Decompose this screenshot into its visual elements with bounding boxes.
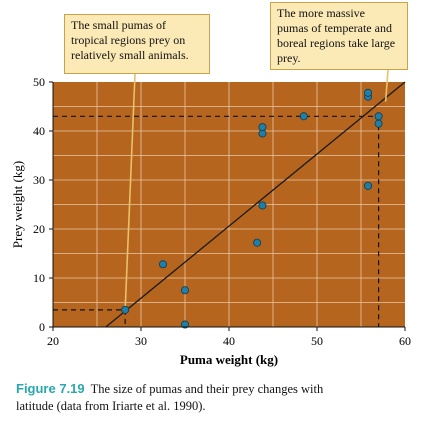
annotation-line: pumas of temperate and xyxy=(277,21,392,35)
data-point xyxy=(374,119,383,128)
annotation-line: boreal regions take large xyxy=(277,36,396,50)
data-point xyxy=(180,286,189,295)
callout-pointer-right xyxy=(384,69,389,102)
tick-labels: 20 30 40 50 60 0 10 20 30 40 50 xyxy=(33,75,411,348)
x-tick-label: 50 xyxy=(311,334,323,348)
data-point xyxy=(364,88,373,97)
x-tick-label: 30 xyxy=(135,334,147,348)
annotation-line: relatively small animals. xyxy=(71,48,189,62)
data-point xyxy=(299,112,308,121)
annotation-line: The more massive xyxy=(277,6,365,20)
annotation-line: tropical regions prey on xyxy=(71,33,186,47)
trendline xyxy=(105,81,406,328)
figure-caption: Figure 7.19 The size of pumas and their p… xyxy=(16,380,426,415)
y-tick-label: 40 xyxy=(33,124,45,138)
callout-pointers xyxy=(124,69,389,310)
data-point xyxy=(364,181,373,190)
annotation-line: prey. xyxy=(277,51,301,65)
annotation-massive-pumas: The more massive pumas of temperate and … xyxy=(270,2,408,70)
callout-pointer-left xyxy=(124,73,136,310)
grid xyxy=(53,82,405,327)
x-tick-label: 20 xyxy=(47,334,59,348)
y-tick-label: 20 xyxy=(33,222,45,236)
data-point xyxy=(180,320,189,329)
data-point xyxy=(253,238,262,247)
x-axis-label: Puma weight (kg) xyxy=(180,352,278,367)
y-tick-label: 10 xyxy=(33,271,45,285)
data-point xyxy=(258,201,267,210)
y-tick-label: 0 xyxy=(39,320,45,334)
trendline-group xyxy=(105,81,406,328)
figure-number: Figure 7.19 xyxy=(16,381,85,396)
annotation-small-pumas: The small pumas of tropical regions prey… xyxy=(64,14,210,74)
data-point xyxy=(258,123,267,132)
x-tick-label: 60 xyxy=(399,334,411,348)
y-tick-label: 50 xyxy=(33,75,45,89)
data-point xyxy=(374,112,383,121)
x-tick-label: 40 xyxy=(223,334,235,348)
annotation-line: The small pumas of xyxy=(71,18,166,32)
caption-text-line2: latitude (data from Iriarte et al. 1990)… xyxy=(16,399,206,413)
data-point xyxy=(158,260,167,269)
y-axis-label: Prey weight (kg) xyxy=(10,161,25,248)
data-point xyxy=(121,305,130,314)
caption-text-line1: The size of pumas and their prey changes… xyxy=(90,382,324,396)
y-tick-label: 30 xyxy=(33,173,45,187)
data-points xyxy=(121,88,383,329)
